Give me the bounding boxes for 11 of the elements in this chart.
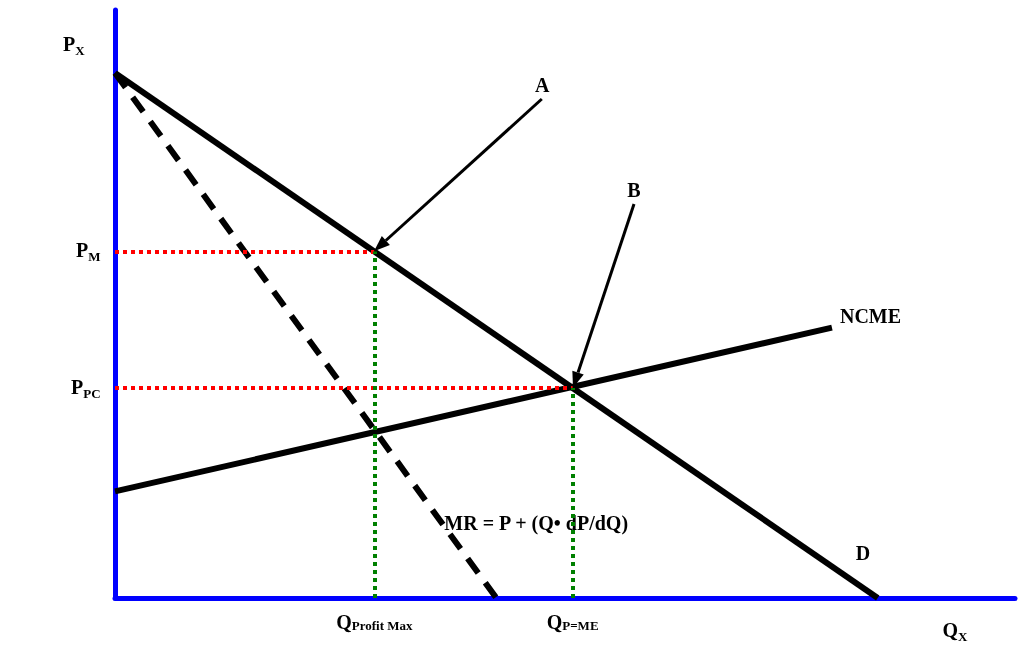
series-label: D bbox=[855, 542, 871, 564]
annotation: A bbox=[535, 74, 550, 97]
x-tick-label: QProfit Max bbox=[336, 611, 413, 633]
series-label: MR = P + (Q• dP/dQ) bbox=[444, 512, 629, 535]
x-tick-label: QP=ME bbox=[546, 611, 599, 633]
series-label: NCME bbox=[839, 304, 902, 327]
x-axis-title: Q$_{X}$ bbox=[942, 619, 968, 644]
annotation: B bbox=[627, 179, 641, 202]
ref-line-label: P$_{M}$ bbox=[76, 239, 101, 264]
ref-line-label: P$_{PC}$ bbox=[71, 375, 101, 401]
y-axis-title: P$_{X}$ bbox=[63, 32, 85, 58]
